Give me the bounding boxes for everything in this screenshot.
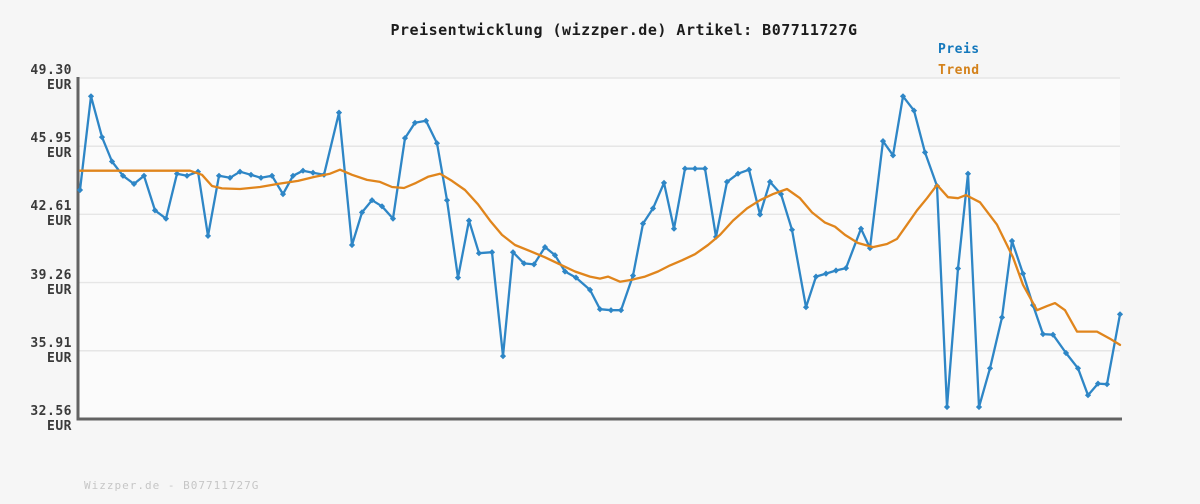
price-line: [78, 95, 1122, 409]
y-axis-label: 49.30 EUR: [30, 63, 72, 93]
y-axis-label: 39.26 EUR: [30, 267, 72, 298]
y-axis-label: 32.56 EUR: [30, 404, 72, 434]
y-axis-label: 42.61 EUR: [30, 199, 72, 230]
chart-title: Preisentwicklung (wizzper.de) Artikel: B…: [390, 21, 858, 39]
watermark: Wizzper.de - B07711727G: [84, 479, 260, 492]
trend-line: [78, 168, 1122, 347]
price-point-markers: [76, 93, 1124, 411]
legend-item-preis: Preis: [938, 42, 980, 57]
legend-item-trend: Trend: [938, 63, 980, 78]
y-axis-label: 45.95 EUR: [30, 131, 72, 162]
chart-legend: Preis Trend: [938, 39, 980, 81]
y-axis-label: 35.91 EUR: [30, 335, 72, 366]
plot-area: [78, 78, 1120, 419]
